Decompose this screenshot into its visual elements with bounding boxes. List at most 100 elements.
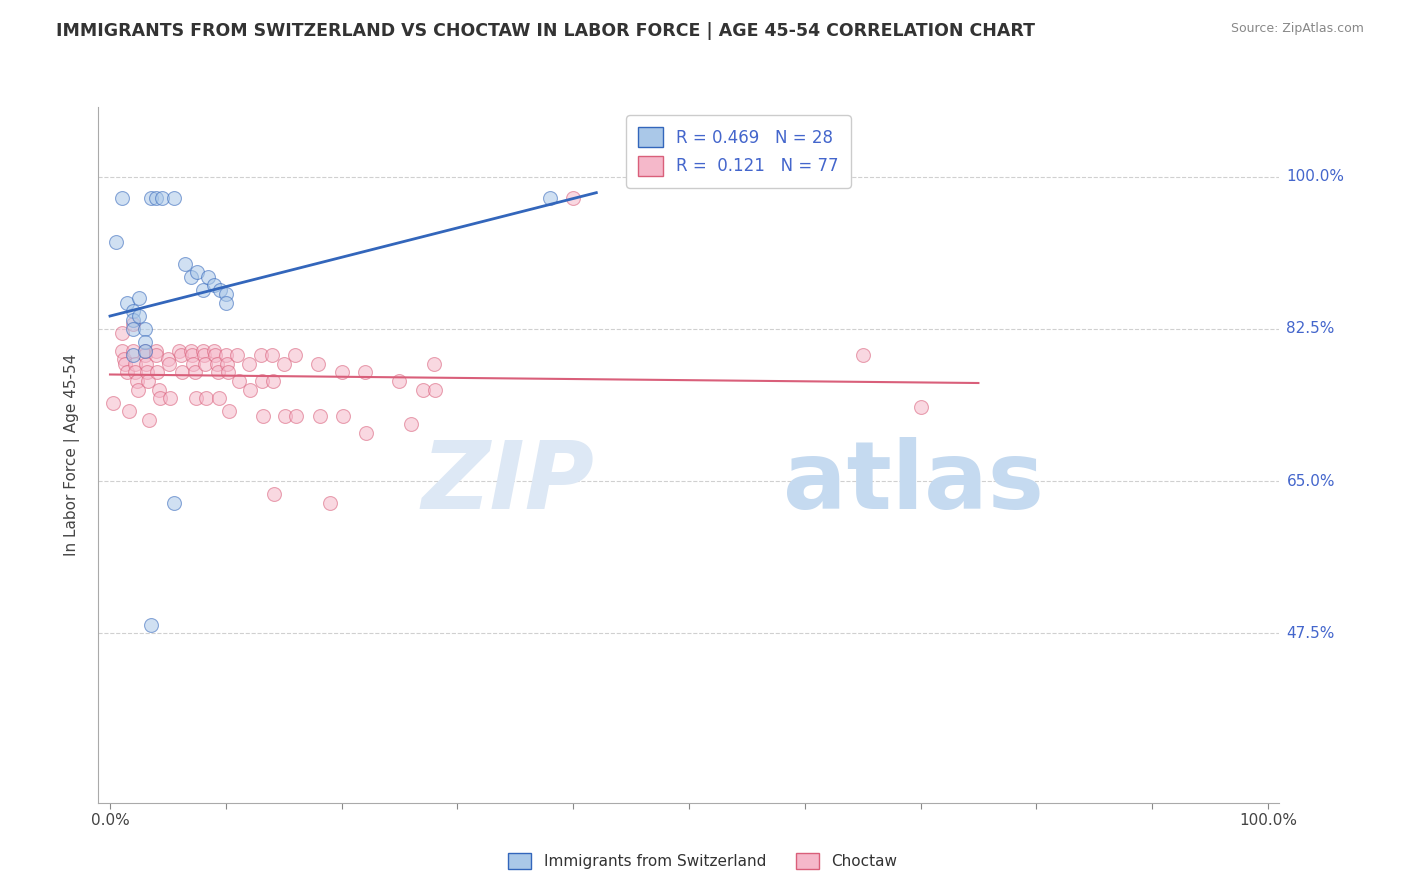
- Point: [117, 404, 139, 418]
- Point: [217, 365, 239, 379]
- Point: [125, 374, 148, 388]
- Point: [103, 396, 125, 410]
- Point: [146, 365, 169, 379]
- Point: [169, 348, 191, 362]
- Point: [330, 365, 353, 379]
- Text: atlas: atlas: [783, 437, 1045, 529]
- Point: [197, 269, 219, 284]
- Point: [135, 357, 157, 371]
- Point: [284, 348, 307, 362]
- Point: [174, 257, 197, 271]
- Point: [202, 343, 225, 358]
- Point: [139, 617, 162, 632]
- Point: [249, 348, 271, 362]
- Point: [122, 343, 145, 358]
- Point: [134, 322, 156, 336]
- Point: [156, 352, 179, 367]
- Point: [204, 348, 226, 362]
- Point: [194, 357, 217, 371]
- Point: [354, 426, 377, 441]
- Text: 82.5%: 82.5%: [1286, 321, 1334, 336]
- Point: [332, 409, 354, 423]
- Point: [117, 295, 139, 310]
- Point: [262, 348, 284, 362]
- Point: [238, 357, 260, 371]
- Point: [136, 365, 159, 379]
- Point: [122, 348, 145, 362]
- Point: [145, 348, 167, 362]
- Point: [145, 191, 167, 205]
- Point: [852, 348, 875, 362]
- Point: [183, 357, 205, 371]
- Point: [163, 496, 186, 510]
- Point: [181, 348, 204, 362]
- Point: [134, 348, 156, 362]
- Point: [262, 374, 284, 388]
- Point: [183, 365, 205, 379]
- Text: 65.0%: 65.0%: [1286, 474, 1334, 489]
- Point: [122, 318, 145, 332]
- Point: [399, 417, 422, 432]
- Point: [252, 409, 274, 423]
- Point: [193, 348, 215, 362]
- Point: [319, 496, 342, 510]
- Point: [239, 383, 262, 397]
- Point: [122, 304, 145, 318]
- Point: [425, 383, 447, 397]
- Point: [388, 374, 411, 388]
- Point: [124, 357, 146, 371]
- Point: [195, 392, 218, 406]
- Point: [215, 357, 238, 371]
- Point: [169, 343, 191, 358]
- Point: [136, 374, 159, 388]
- Point: [122, 313, 145, 327]
- Point: [124, 365, 146, 379]
- Point: [215, 348, 238, 362]
- Point: [104, 235, 127, 249]
- Point: [157, 357, 180, 371]
- Point: [202, 278, 225, 293]
- Point: [228, 374, 250, 388]
- Point: [128, 309, 150, 323]
- Point: [353, 365, 375, 379]
- Point: [134, 343, 156, 358]
- Point: [139, 191, 162, 205]
- Point: [127, 383, 149, 397]
- Point: [218, 404, 240, 418]
- Text: IMMIGRANTS FROM SWITZERLAND VS CHOCTAW IN LABOR FORCE | AGE 45-54 CORRELATION CH: IMMIGRANTS FROM SWITZERLAND VS CHOCTAW I…: [56, 22, 1035, 40]
- Text: Source: ZipAtlas.com: Source: ZipAtlas.com: [1230, 22, 1364, 36]
- Point: [128, 291, 150, 305]
- Y-axis label: In Labor Force | Age 45-54: In Labor Force | Age 45-54: [65, 354, 80, 556]
- Point: [159, 392, 181, 406]
- Point: [110, 326, 132, 341]
- Point: [207, 365, 229, 379]
- Text: 47.5%: 47.5%: [1286, 625, 1334, 640]
- Point: [226, 348, 249, 362]
- Point: [423, 357, 446, 371]
- Point: [910, 400, 932, 414]
- Text: ZIP: ZIP: [422, 437, 595, 529]
- Point: [274, 409, 297, 423]
- Point: [186, 265, 208, 279]
- Point: [180, 343, 202, 358]
- Point: [191, 343, 214, 358]
- Point: [163, 191, 186, 205]
- Point: [308, 409, 330, 423]
- Point: [138, 413, 160, 427]
- Point: [170, 365, 193, 379]
- Point: [134, 343, 156, 358]
- Point: [562, 191, 585, 205]
- Point: [110, 343, 132, 358]
- Point: [110, 191, 132, 205]
- Point: [184, 392, 207, 406]
- Point: [191, 283, 214, 297]
- Point: [205, 357, 228, 371]
- Point: [307, 357, 329, 371]
- Point: [180, 269, 202, 284]
- Legend: R = 0.469   N = 28, R =  0.121   N = 77: R = 0.469 N = 28, R = 0.121 N = 77: [627, 115, 851, 187]
- Point: [208, 283, 231, 297]
- Point: [215, 287, 238, 301]
- Legend: Immigrants from Switzerland, Choctaw: Immigrants from Switzerland, Choctaw: [502, 847, 904, 875]
- Point: [208, 392, 231, 406]
- Point: [150, 191, 173, 205]
